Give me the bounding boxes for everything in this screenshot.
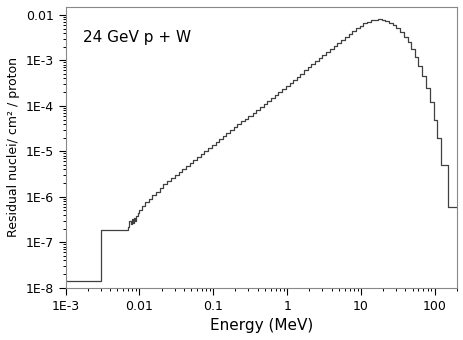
Text: 24 GeV p + W: 24 GeV p + W [82, 30, 190, 45]
Y-axis label: Residual nuclei/ cm² / proton: Residual nuclei/ cm² / proton [7, 57, 20, 237]
X-axis label: Energy (MeV): Energy (MeV) [209, 318, 312, 333]
